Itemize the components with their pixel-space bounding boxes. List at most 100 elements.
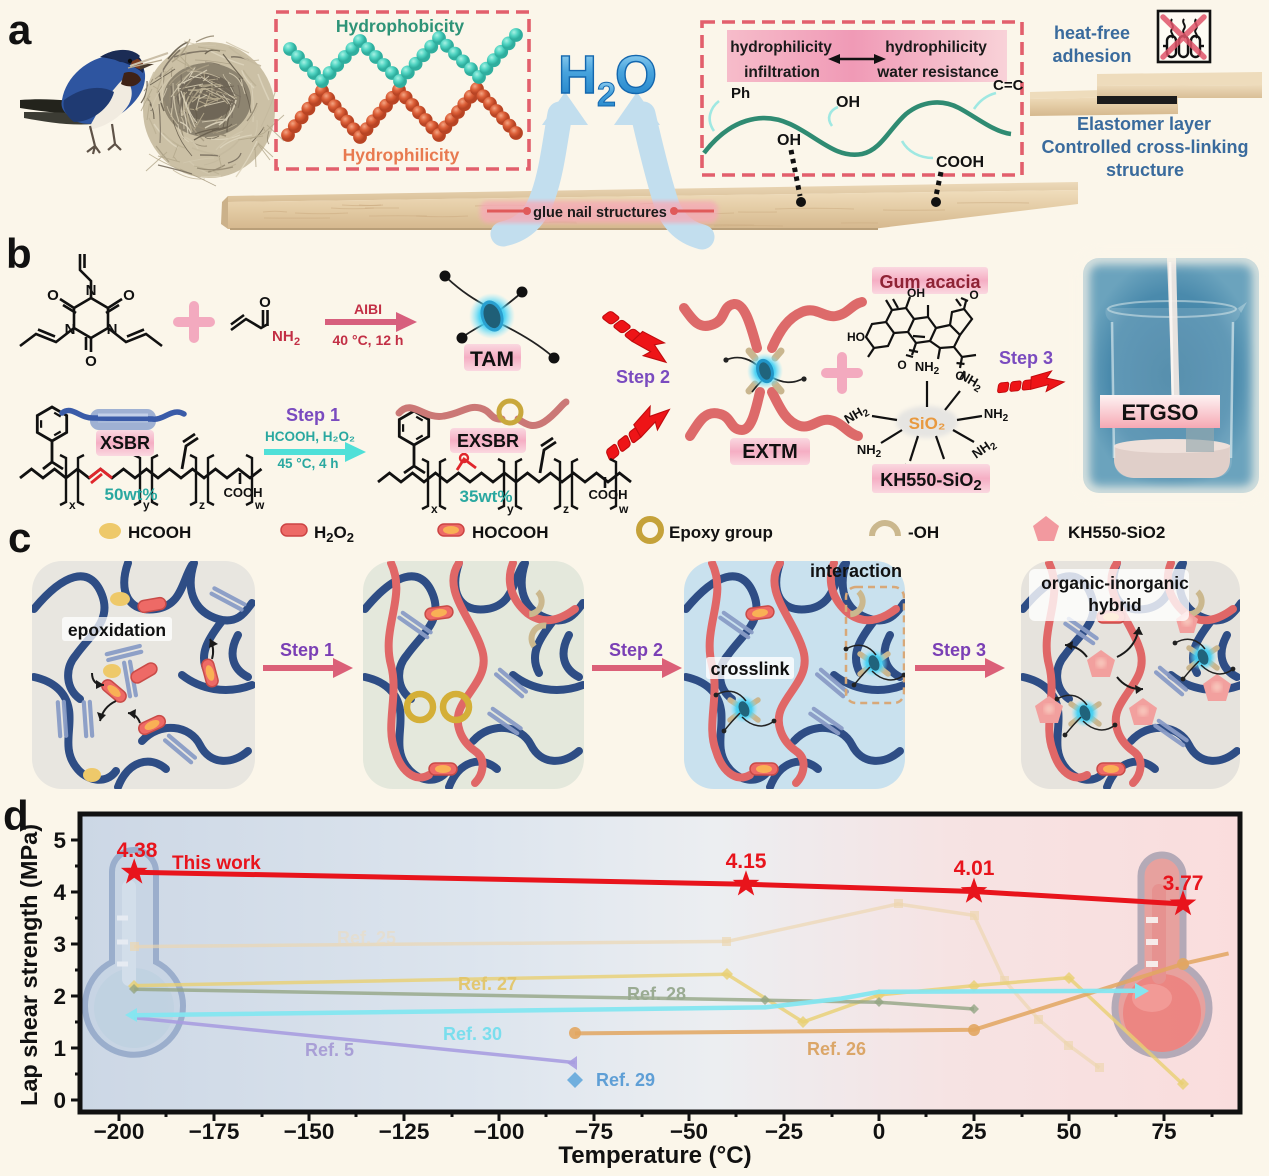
svg-text:infiltration: infiltration [744, 64, 820, 81]
svg-text:3.77: 3.77 [1163, 872, 1204, 895]
svg-text:d: d [3, 792, 29, 839]
svg-text:Ref. 29: Ref. 29 [596, 1070, 655, 1090]
svg-text:−200: −200 [94, 1119, 145, 1144]
svg-text:N: N [65, 321, 76, 338]
svg-text:KH550-SiO2: KH550-SiO2 [1068, 523, 1165, 542]
svg-text:−50: −50 [670, 1119, 708, 1144]
svg-text:2: 2 [597, 76, 616, 114]
svg-text:OH: OH [836, 94, 860, 111]
svg-text:glue nail structures: glue nail structures [533, 205, 667, 221]
svg-text:Gum acacia: Gum acacia [879, 272, 981, 292]
svg-text:Hydrophilicity: Hydrophilicity [343, 145, 460, 165]
svg-text:NH: NH [272, 328, 294, 345]
svg-text:O: O [897, 358, 906, 372]
svg-text:HCOOH, H₂O₂: HCOOH, H₂O₂ [265, 429, 355, 444]
svg-text:SiO₂: SiO₂ [909, 414, 946, 433]
svg-text:organic-inorganic: organic-inorganic [1041, 573, 1189, 593]
svg-text:-OH: -OH [908, 523, 939, 542]
svg-text:crosslink: crosslink [710, 659, 790, 679]
svg-text:25: 25 [961, 1119, 986, 1144]
svg-text:0: 0 [53, 1088, 66, 1113]
svg-text:Temperature (°C): Temperature (°C) [558, 1142, 751, 1169]
svg-text:w: w [618, 502, 629, 516]
svg-text:HOCOOH: HOCOOH [472, 523, 549, 542]
svg-text:4: 4 [53, 880, 66, 905]
svg-text:Ref. 26: Ref. 26 [807, 1039, 866, 1059]
svg-text:O: O [969, 288, 978, 302]
svg-text:2: 2 [294, 336, 300, 348]
svg-text:NH2: NH2 [857, 442, 882, 460]
svg-text:structure: structure [1106, 160, 1184, 180]
svg-text:NH2: NH2 [915, 359, 940, 377]
svg-text:N: N [86, 282, 97, 299]
svg-text:3: 3 [53, 932, 66, 957]
svg-text:AIBI: AIBI [354, 301, 382, 317]
svg-text:50wt%: 50wt% [105, 485, 158, 504]
svg-text:w: w [254, 498, 265, 512]
svg-text:EXSBR: EXSBR [457, 431, 519, 451]
svg-text:NH2: NH2 [984, 406, 1009, 424]
svg-text:ETGSO: ETGSO [1121, 400, 1198, 425]
svg-text:This work: This work [172, 853, 261, 874]
svg-text:y: y [507, 502, 514, 516]
svg-text:b: b [6, 230, 32, 277]
svg-text:O: O [47, 287, 59, 304]
svg-text:NH2: NH2 [969, 435, 1000, 464]
svg-text:50: 50 [1056, 1119, 1081, 1144]
svg-text:40 °C, 12 h: 40 °C, 12 h [333, 332, 404, 348]
svg-text:4.01: 4.01 [954, 857, 995, 880]
svg-text:O: O [85, 353, 97, 370]
svg-text:Step 1: Step 1 [280, 640, 334, 660]
svg-text:Step 3: Step 3 [932, 640, 986, 660]
svg-text:XSBR: XSBR [100, 433, 150, 453]
svg-text:z: z [199, 498, 205, 512]
svg-text:COOH: COOH [224, 485, 263, 500]
svg-text:y: y [143, 498, 150, 512]
svg-text:C=C: C=C [993, 77, 1024, 94]
svg-text:45 °C, 4 h: 45 °C, 4 h [278, 456, 339, 471]
svg-text:Step 2: Step 2 [609, 640, 663, 660]
svg-text:0: 0 [873, 1119, 886, 1144]
svg-text:−25: −25 [765, 1119, 803, 1144]
svg-text:O: O [615, 45, 657, 105]
svg-text:HCOOH: HCOOH [128, 523, 191, 542]
svg-text:H: H [558, 45, 597, 105]
svg-text:O: O [955, 369, 964, 383]
svg-text:a: a [8, 6, 32, 53]
svg-text:75: 75 [1151, 1119, 1176, 1144]
svg-text:4.15: 4.15 [726, 850, 767, 873]
svg-text:5: 5 [53, 828, 66, 853]
svg-text:H2O2: H2O2 [314, 523, 354, 545]
svg-text:Ref. 30: Ref. 30 [443, 1024, 502, 1044]
svg-text:hydrophilicity: hydrophilicity [730, 39, 832, 56]
svg-text:N: N [107, 321, 118, 338]
svg-text:−150: −150 [284, 1119, 335, 1144]
svg-text:EXTM: EXTM [742, 441, 798, 463]
svg-text:water resistance: water resistance [876, 64, 999, 81]
svg-text:Step 1: Step 1 [286, 405, 340, 425]
svg-text:COOH: COOH [936, 154, 984, 171]
svg-text:2: 2 [53, 984, 66, 1009]
svg-text:Ref. 28: Ref. 28 [627, 984, 686, 1004]
svg-text:Elastomer layer: Elastomer layer [1077, 114, 1211, 134]
svg-text:Step 3: Step 3 [999, 348, 1053, 368]
svg-text:−100: −100 [474, 1119, 525, 1144]
svg-text:Ref. 25: Ref. 25 [337, 928, 396, 948]
svg-text:−125: −125 [379, 1119, 430, 1144]
svg-text:hybrid: hybrid [1088, 595, 1141, 615]
svg-text:1: 1 [53, 1036, 66, 1061]
svg-text:TAM: TAM [470, 348, 514, 371]
svg-text:Hydrophobicity: Hydrophobicity [336, 16, 465, 36]
svg-text:−175: −175 [189, 1119, 240, 1144]
svg-text:c: c [8, 514, 31, 561]
svg-text:HO: HO [847, 330, 865, 344]
svg-text:O: O [259, 294, 271, 311]
svg-text:O: O [123, 287, 135, 304]
svg-text:Epoxy group: Epoxy group [669, 523, 773, 542]
svg-text:adhesion: adhesion [1052, 46, 1131, 66]
svg-text:COOH: COOH [589, 487, 628, 502]
svg-text:hydrophilicity: hydrophilicity [885, 39, 987, 56]
svg-text:4.38: 4.38 [117, 839, 158, 862]
svg-text:−75: −75 [575, 1119, 613, 1144]
svg-text:Ref. 5: Ref. 5 [305, 1040, 354, 1060]
